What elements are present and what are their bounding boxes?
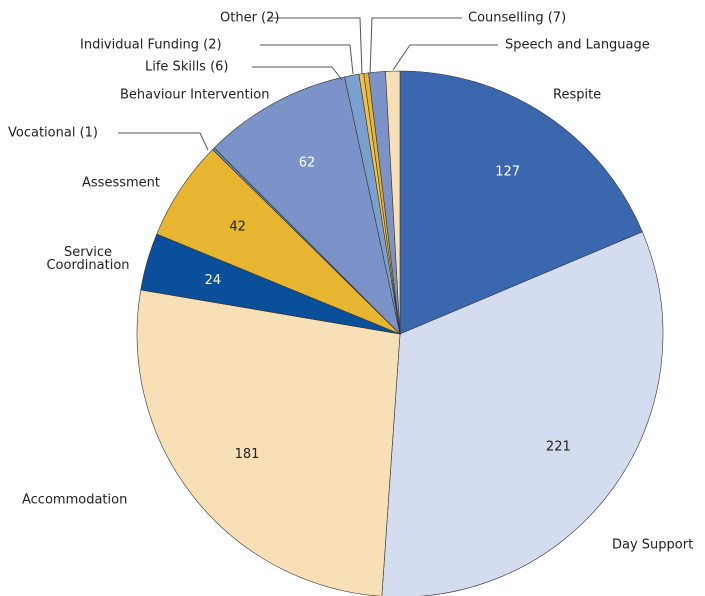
value-label: 24 (205, 273, 222, 288)
slice-label: Accommodation (22, 493, 127, 508)
slice-label: Individual Funding (2) (80, 38, 222, 53)
pie-slice (399, 70, 643, 335)
leader-line (369, 17, 462, 75)
pie-slice (381, 231, 664, 596)
pie-slice (136, 289, 401, 596)
leader-line (260, 44, 354, 75)
value-label: 221 (546, 440, 571, 455)
leader-line (268, 17, 363, 75)
value-label: 181 (235, 447, 260, 462)
leader-line (252, 66, 343, 81)
slice-label: Vocational (1) (8, 126, 98, 141)
pie-slice (213, 76, 401, 335)
slice-label: Life Skills (6) (145, 60, 229, 75)
leader-line (392, 44, 498, 71)
slice-label: Counselling (7) (468, 11, 566, 26)
leader-line (118, 132, 209, 151)
pie-slice (385, 70, 401, 335)
slice-label: Speech and Language (505, 38, 650, 53)
slice-label: Day Support (612, 538, 693, 553)
slice-label: Other (2) (220, 11, 279, 26)
slice-label: Assessment (82, 176, 160, 191)
value-label: 42 (229, 219, 246, 234)
slice-label: Respite (553, 88, 601, 103)
slice-label: Behaviour Intervention (120, 88, 269, 103)
value-label: 62 (299, 156, 316, 171)
value-label: 127 (495, 164, 520, 179)
slice-label: Service Coordination (46, 245, 130, 273)
